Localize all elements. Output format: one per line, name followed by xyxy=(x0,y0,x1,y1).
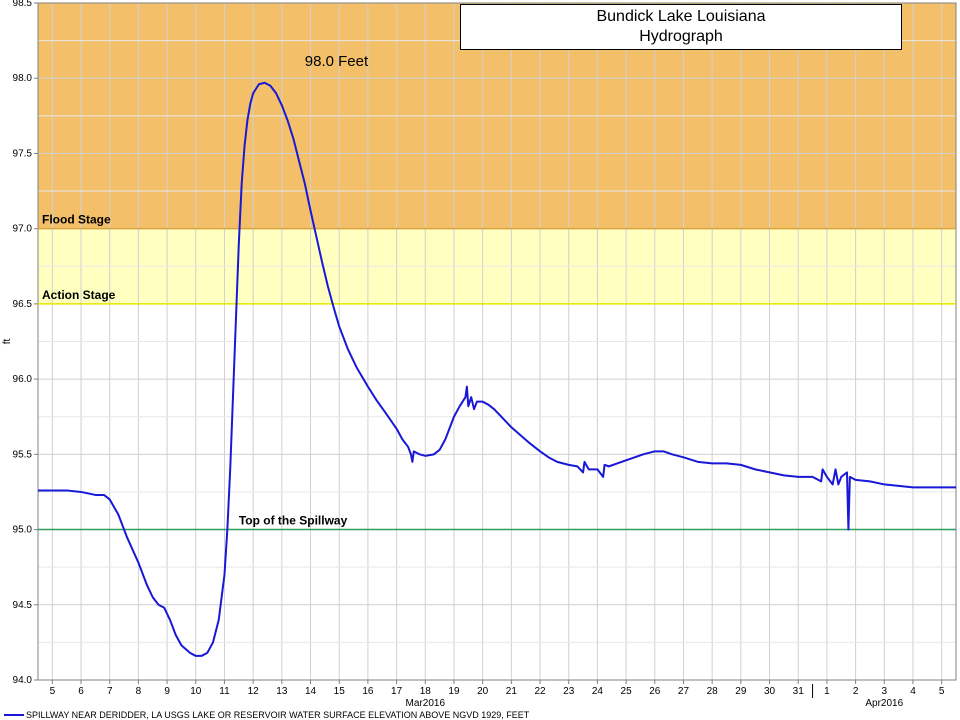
y-tick-label: 97.5 xyxy=(13,148,33,159)
x-tick-label: 6 xyxy=(78,686,84,697)
x-tick-label: 15 xyxy=(334,686,346,697)
y-tick-label: 98.0 xyxy=(13,73,33,84)
x-tick-label: 4 xyxy=(910,686,916,697)
x-tick-label: 29 xyxy=(735,686,747,697)
y-tick-label: 95.0 xyxy=(13,525,33,536)
x-tick-label: 1 xyxy=(824,686,830,697)
y-tick-label: 96.0 xyxy=(13,374,33,385)
legend-text: SPILLWAY NEAR DERIDDER, LA USGS LAKE OR … xyxy=(26,710,530,720)
x-tick-label: 24 xyxy=(592,686,604,697)
peak-annotation: 98.0 Feet xyxy=(305,53,369,70)
y-tick-label: 95.5 xyxy=(13,449,33,460)
y-tick-label: 94.0 xyxy=(13,675,33,686)
x-tick-label: 2 xyxy=(853,686,859,697)
chart-title-line1: Bundick Lake Louisiana xyxy=(471,7,891,27)
x-tick-label: 19 xyxy=(448,686,460,697)
x-tick-label: 5 xyxy=(939,686,945,697)
x-tick-label: 3 xyxy=(882,686,888,697)
x-tick-label: 22 xyxy=(534,686,546,697)
action-stage-label: Action Stage xyxy=(42,288,116,302)
x-month-label-right: Apr2016 xyxy=(865,698,903,709)
x-tick-label: 25 xyxy=(621,686,633,697)
x-tick-label: 20 xyxy=(477,686,489,697)
chart-title-box: Bundick Lake Louisiana Hydrograph xyxy=(460,4,902,50)
x-tick-label: 7 xyxy=(107,686,113,697)
y-tick-label: 97.0 xyxy=(13,224,33,235)
spillway-label: Top of the Spillway xyxy=(239,514,348,528)
flood-stage-label: Flood Stage xyxy=(42,213,111,227)
x-tick-label: 26 xyxy=(649,686,661,697)
x-tick-label: 8 xyxy=(136,686,142,697)
x-tick-label: 9 xyxy=(164,686,170,697)
x-tick-label: 17 xyxy=(391,686,403,697)
y-tick-label: 94.5 xyxy=(13,600,33,611)
x-tick-label: 14 xyxy=(305,686,317,697)
x-tick-label: 31 xyxy=(793,686,805,697)
y-tick-label: 96.5 xyxy=(13,299,33,310)
x-tick-label: 23 xyxy=(563,686,575,697)
x-tick-label: 10 xyxy=(190,686,202,697)
x-tick-label: 30 xyxy=(764,686,776,697)
x-tick-label: 12 xyxy=(248,686,260,697)
y-axis-title: ft xyxy=(2,339,13,345)
x-tick-label: 16 xyxy=(362,686,374,697)
chart-svg: 94.0 94.5 95.0 95.5 96.0 96.5 97.0 97.5 98.0 98.5… xyxy=(0,0,960,720)
x-tick-label: 27 xyxy=(678,686,690,697)
y-tick-label: 98.5 xyxy=(13,0,33,9)
chart-title-line2: Hydrograph xyxy=(471,27,891,47)
x-month-label-left: Mar2016 xyxy=(406,698,446,709)
x-tick-label: 28 xyxy=(707,686,719,697)
x-tick-label: 13 xyxy=(276,686,288,697)
hydrograph-chart: 94.0 94.5 95.0 95.5 96.0 96.5 97.0 97.5 98.0 98.5… xyxy=(0,0,960,720)
x-tick-label: 11 xyxy=(219,686,230,697)
x-tick-label: 21 xyxy=(506,686,518,697)
x-tick-label: 18 xyxy=(420,686,432,697)
x-tick-label: 5 xyxy=(50,686,56,697)
